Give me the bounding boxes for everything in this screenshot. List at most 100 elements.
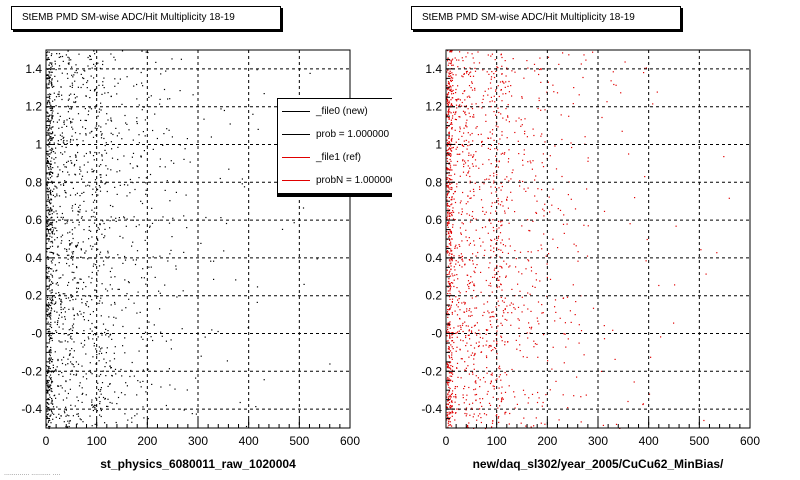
data-point [92,136,95,138]
data-point [89,328,91,330]
data-point [115,217,117,219]
data-point [49,193,51,195]
data-point [58,413,60,415]
data-point [47,132,49,134]
data-point [461,255,463,257]
data-point [55,330,57,332]
data-point [47,372,49,374]
data-point [169,384,171,386]
data-point [517,283,519,285]
data-point [447,348,449,350]
data-point [226,360,228,362]
data-point [98,375,100,377]
data-point [520,125,522,127]
data-point [500,89,502,91]
data-point [46,424,48,426]
data-point [49,132,51,134]
data-point [92,245,94,248]
data-point [46,402,48,404]
data-point [91,168,93,170]
data-point [96,354,98,356]
data-point [452,92,455,95]
data-point [93,77,95,79]
legend-entry-file1: _file1 (ref) [278,147,392,167]
data-point [451,72,453,74]
data-point [476,126,478,128]
data-point [49,122,51,124]
data-point [55,210,57,212]
data-point [51,274,53,277]
data-point [94,216,96,218]
data-point [47,365,49,368]
data-point [79,204,81,206]
data-point [450,80,452,82]
data-point [81,393,83,395]
data-point [615,84,617,86]
data-point [448,132,450,134]
data-point [447,384,449,386]
data-point [50,357,52,359]
data-point [458,244,460,246]
data-point [50,324,52,326]
data-point [449,350,452,352]
data-point [101,347,103,349]
data-point [110,367,112,369]
data-point [469,308,471,310]
data-point [132,167,134,169]
data-point [479,186,481,188]
data-point [467,201,469,203]
data-point [520,119,522,121]
data-point [120,368,122,371]
data-point [50,194,52,196]
data-point [179,90,181,92]
data-point [68,98,70,100]
data-point [49,299,51,301]
data-point [468,386,470,389]
data-point [50,241,52,243]
data-point [93,159,95,161]
data-point [458,298,460,300]
data-point [48,81,50,83]
data-point [456,367,458,369]
data-point [586,188,588,190]
data-point [108,336,110,338]
data-point [459,325,461,327]
data-point [580,330,583,332]
data-point [455,244,457,246]
data-point [50,139,52,141]
data-point [548,196,550,198]
data-point [171,58,173,60]
data-point [110,141,112,143]
data-point [486,393,488,395]
data-point [72,187,74,189]
data-point [46,365,48,367]
data-point [69,194,72,196]
data-point [48,270,50,272]
data-point [447,169,449,171]
data-point [462,159,464,161]
data-point [481,102,483,104]
data-point [54,296,56,298]
data-point [501,386,503,388]
data-point [85,303,87,305]
data-point [446,311,449,313]
data-point [469,75,472,77]
data-point [64,293,66,295]
data-point [493,247,495,249]
data-point [53,303,55,305]
data-point [102,260,105,262]
data-point [50,160,52,162]
data-point [449,163,451,165]
data-point [469,221,472,223]
data-point [87,80,89,82]
data-point [487,94,489,96]
data-point [129,163,131,165]
data-point [446,193,448,195]
data-point [115,421,117,424]
data-point [57,93,59,95]
data-point [169,253,171,255]
data-point [159,166,161,168]
data-point [529,326,531,329]
data-point [463,73,465,75]
data-point [459,153,461,155]
